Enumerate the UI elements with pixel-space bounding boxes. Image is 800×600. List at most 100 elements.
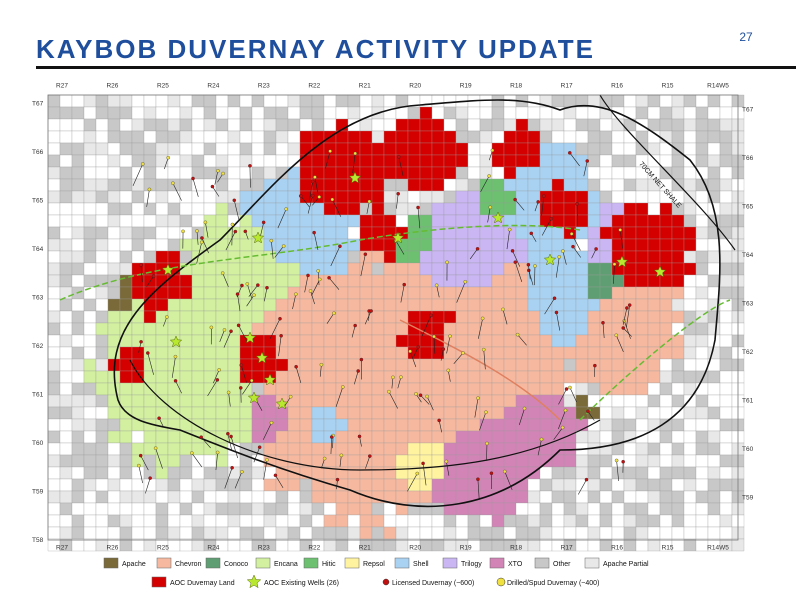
well-dot [308,289,313,293]
map-cell [635,190,649,204]
well-dot [434,283,439,288]
map-cell [143,346,157,360]
map-cell [659,226,673,240]
well-trace [569,387,577,403]
map-cell [287,322,301,336]
well-dot [165,315,169,319]
map-cell [59,106,73,120]
map-cell [695,142,709,156]
map-cell [47,490,61,504]
well-trace [555,256,560,278]
map-cell [383,538,397,552]
map-cell [587,346,601,360]
well-trace [558,388,567,405]
map-cell [599,214,613,228]
well-trace [242,380,252,395]
map-cell [131,286,145,300]
map-cell [611,502,625,516]
well-dot [215,378,220,382]
well-dot [298,194,303,198]
map-cell [419,274,433,288]
map-cell [431,442,445,456]
map-cell [95,202,109,216]
map-cell [371,322,385,336]
map-cell [287,298,301,312]
map-cell [671,466,685,480]
map-cell [83,142,97,156]
map-cell [263,382,277,396]
map-cell [587,106,601,120]
map-cell [203,190,217,204]
map-cell [359,394,373,408]
map-cell [527,298,541,312]
map-cell [587,262,601,276]
map-cell [419,502,433,516]
map-cell [611,286,625,300]
well-dot [463,280,468,284]
legend-swatch [255,557,271,569]
well-dot [243,229,248,234]
well-dot [444,459,449,464]
map-cell [203,406,217,420]
legend-swatch [303,557,319,569]
map-cell [527,286,541,300]
map-cell [59,154,73,168]
well-trace [417,207,421,229]
map-cell [419,418,433,432]
map-cell [683,262,697,276]
well-dot [327,276,331,280]
well-trace [175,380,182,394]
map-cell [575,514,589,528]
well-trace [433,336,436,354]
map-cell [227,250,241,264]
range-label: R18 [510,83,522,90]
map-cell [335,94,349,108]
map-cell [491,466,505,480]
map-cell [419,538,433,552]
well-dot [240,470,244,474]
map-cell [47,526,61,540]
map-cell [443,298,457,312]
map-cell [203,490,217,504]
map-cell [95,418,109,432]
map-cell [551,142,565,156]
map-cell [443,394,457,408]
map-cell [623,178,637,192]
map-cell [515,490,529,504]
map-cell [275,502,289,516]
well-dot [240,283,244,288]
map-cell [323,298,337,312]
map-cell [203,118,217,132]
map-cell [539,418,553,432]
map-cell [107,466,121,480]
map-cell [59,358,73,372]
map-cell [443,142,457,156]
map-cell [503,142,517,156]
map-cell [191,310,205,324]
map-cell [215,94,229,108]
map-cell [695,514,709,528]
map-cell [347,442,361,456]
map-cell [587,526,601,540]
map-cell [359,214,373,228]
map-cell [467,226,481,240]
well-trace [339,455,342,467]
map-cell [347,202,361,216]
map-cell [191,502,205,516]
map-cell [587,490,601,504]
map-cell [539,178,553,192]
map-cell [719,466,733,480]
well-dot [235,292,240,296]
map-cell [395,346,409,360]
map-cell [167,502,181,516]
map-cell [191,538,205,552]
well-star [615,255,629,268]
map-cell [455,382,469,396]
map-cell [647,238,661,252]
map-cell [575,490,589,504]
map-cell [575,382,589,396]
map-cell [47,298,61,312]
map-cell [647,442,661,456]
map-cell [671,490,685,504]
well-dot [445,260,449,265]
